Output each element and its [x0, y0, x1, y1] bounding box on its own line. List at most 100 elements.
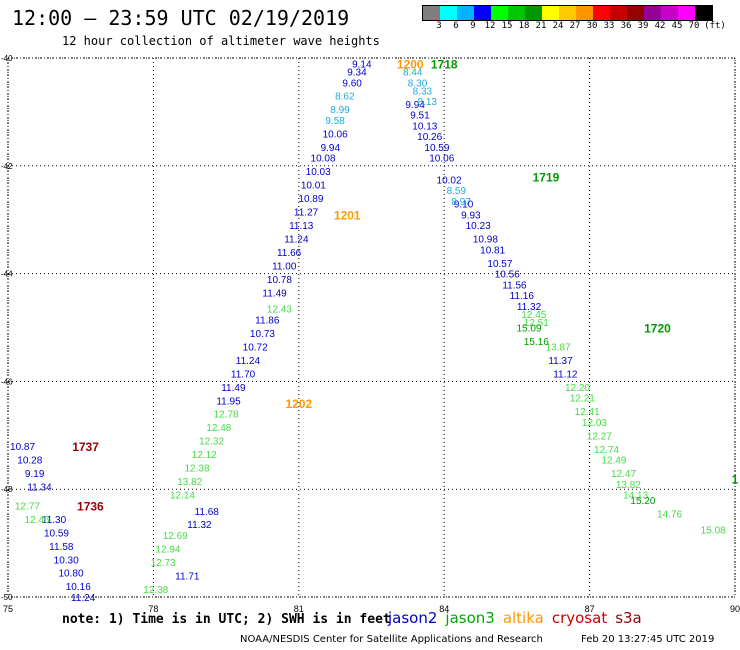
color-swatch — [678, 6, 695, 20]
swh-value-label: 10.78 — [267, 275, 292, 286]
pass-time-label: 1202 — [285, 397, 312, 411]
x-tick-label: 78 — [148, 604, 158, 614]
satellite-jason3: jason3 — [445, 609, 495, 627]
color-swatch — [525, 6, 542, 20]
swh-value-label: 12.78 — [214, 410, 239, 421]
y-tick-label: -48 — [1, 485, 13, 494]
swh-value-label: 12.03 — [582, 418, 607, 429]
swh-value-label: 12.12 — [192, 450, 217, 461]
chart-title: 12:00 – 23:59 UTC 02/19/2019 — [12, 6, 350, 30]
color-scale-label: 27 — [569, 21, 581, 31]
color-scale-label: 18 — [518, 21, 530, 31]
swh-value-label: 12.51 — [524, 318, 549, 329]
chart-subtitle: 12 hour collection of altimeter wave hei… — [62, 34, 380, 48]
swh-value-label: 9.58 — [325, 116, 345, 127]
swh-value-label: 11.37 — [548, 356, 573, 367]
satellite-cryosat: cryosat — [551, 609, 608, 627]
plot-frame — [7, 57, 736, 598]
color-swatch — [491, 6, 508, 20]
color-swatch — [593, 6, 610, 20]
swh-value-label: 11.49 — [221, 383, 246, 394]
swh-value-label: 8.44 — [403, 67, 423, 78]
swh-value-label: 15.08 — [701, 526, 726, 537]
swh-value-label: 9.10 — [454, 200, 474, 211]
swh-value-label: 12.74 — [594, 445, 619, 456]
swh-value-label: 8.99 — [330, 105, 350, 116]
swh-value-label: 10.03 — [306, 167, 331, 178]
color-scale-label: 9 — [470, 21, 476, 31]
swh-value-label: 9.34 — [347, 67, 367, 78]
swh-value-label: 10.28 — [17, 456, 42, 467]
color-scale-label: 30 — [586, 21, 598, 31]
swh-value-label: 10.30 — [54, 555, 79, 566]
swh-value-label: 12.45 — [25, 515, 50, 526]
swh-value-label: 15.16 — [524, 337, 549, 348]
y-tick-label: -50 — [1, 593, 13, 602]
swh-value-label: 9.60 — [342, 78, 362, 89]
swh-value-label: 12.94 — [155, 544, 180, 555]
swh-value-label: 10.59 — [44, 528, 69, 539]
swh-value-label: 10.59 — [424, 143, 449, 154]
swh-value-label: 11.13 — [289, 221, 314, 232]
color-scale-label: 21 — [535, 21, 547, 31]
swh-value-label: 8.97 — [451, 197, 471, 208]
swh-value-label: 13.87 — [546, 342, 571, 353]
pass-time-label: 1718 — [431, 57, 458, 71]
swh-value-label: 14.76 — [657, 509, 682, 520]
color-scale-label: 24 — [552, 21, 564, 31]
swh-value-label: 10.06 — [429, 154, 454, 165]
color-swatch — [576, 6, 593, 20]
swh-value-label: 12.43 — [267, 305, 292, 316]
swh-value-label: 10.72 — [243, 342, 268, 353]
swh-value-label: 12.27 — [587, 431, 612, 442]
satellite-s3a: s3a — [615, 609, 642, 627]
color-scale-label: 15 — [501, 21, 513, 31]
x-tick-label: 87 — [585, 604, 595, 614]
swh-value-label: 11.95 — [216, 396, 241, 407]
pass-time-label: 1200 — [397, 57, 424, 71]
swh-value-label: 14.13 — [623, 491, 648, 502]
color-scale-label: 45 — [671, 21, 683, 31]
swh-value-label: 10.02 — [437, 175, 462, 186]
swh-value-label: 13.82 — [177, 477, 202, 488]
swh-value-label: 10.81 — [480, 245, 505, 256]
swh-value-label: 11.66 — [277, 248, 302, 259]
swh-value-label: 12.32 — [199, 437, 224, 448]
swh-value-label: 8.30 — [408, 78, 428, 89]
pass-time-label: 1736 — [77, 499, 104, 513]
swh-value-label: 11.49 — [262, 288, 287, 299]
swh-value-label: 11.68 — [195, 507, 220, 518]
swh-value-label: 11.24 — [284, 235, 309, 246]
swh-value-label: 13.82 — [616, 480, 641, 491]
swh-value-label: 12.14 — [170, 491, 195, 502]
swh-value-label: 11.30 — [42, 515, 67, 526]
pass-time-label: 1719 — [533, 171, 560, 185]
satellite-altika: altika — [502, 609, 544, 627]
swh-value-label: 12.41 — [575, 407, 600, 418]
y-tick-label: -42 — [1, 162, 13, 171]
swh-value-label: 11.71 — [175, 571, 200, 582]
swh-value-label: 11.56 — [502, 280, 527, 291]
swh-value-label: 10.98 — [473, 235, 498, 246]
pass-time-label: 1201 — [334, 208, 361, 222]
color-swatch — [474, 6, 491, 20]
color-swatch — [610, 6, 627, 20]
swh-value-label: 11.00 — [272, 262, 297, 273]
color-scale-label: 36 — [620, 21, 632, 31]
swh-value-label: 11.32 — [187, 520, 212, 531]
credit-text: NOAA/NESDIS Center for Satellite Applica… — [240, 634, 543, 645]
color-scale-label: 39 — [637, 21, 649, 31]
pass-time-label: 1720 — [644, 322, 671, 336]
swh-value-label: 10.16 — [66, 582, 91, 593]
swh-value-label: 10.26 — [417, 132, 442, 143]
color-swatch — [457, 6, 474, 20]
swh-value-label: 12.69 — [163, 531, 188, 542]
swh-value-label: 9.51 — [410, 111, 430, 122]
swh-value-label: 10.87 — [10, 442, 35, 453]
color-swatch — [559, 6, 576, 20]
color-swatch — [661, 6, 678, 20]
color-swatch — [423, 6, 440, 20]
color-scale-label: 33 — [603, 21, 615, 31]
swh-value-label: 9.94 — [405, 100, 425, 111]
